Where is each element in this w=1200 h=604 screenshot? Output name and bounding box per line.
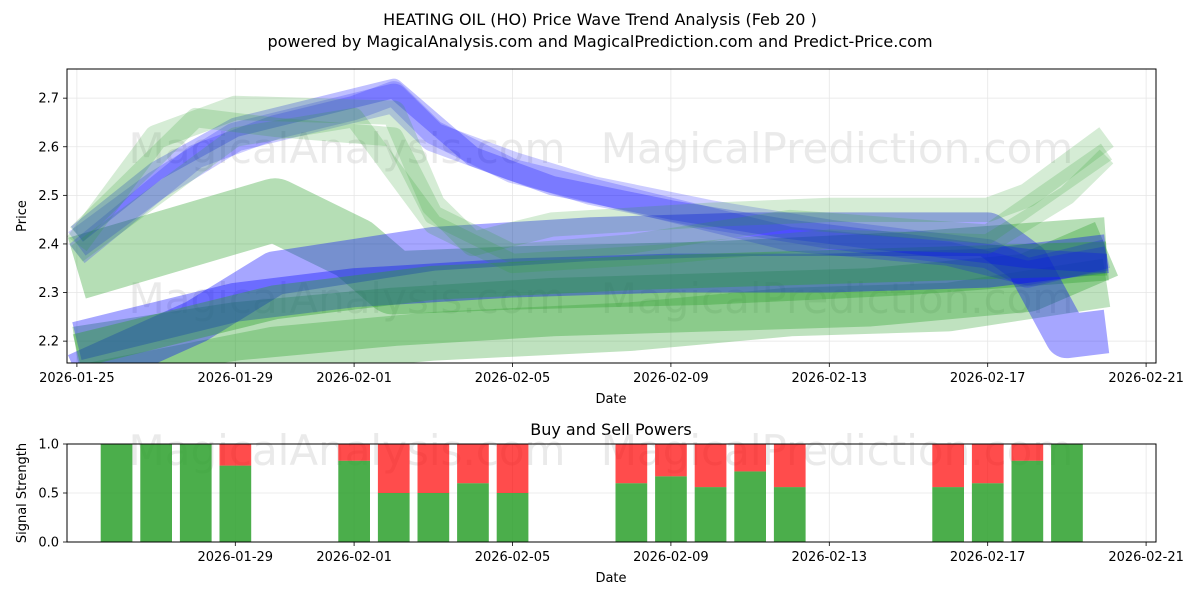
- buy-bar: [377, 493, 410, 542]
- price-band-green-lower: [72, 241, 1108, 363]
- price-ytick-label: 2.6: [38, 140, 59, 155]
- price-xtick-label: 2026-02-17: [950, 371, 1026, 386]
- signal-xtick-label: 2026-02-05: [475, 550, 551, 565]
- watermark-analysis: MagicalAnalysis.com: [129, 274, 566, 323]
- price-axes: 2026-01-25 2026-01-29 2026-02-01 2026-02-05…: [38, 92, 1184, 386]
- chart-subtitle: powered by MagicalAnalysis.com and Magic…: [267, 32, 932, 51]
- signal-title: Buy and Sell Powers: [530, 420, 692, 439]
- price-xtick-label: 2026-02-05: [475, 371, 551, 386]
- sell-bar: [734, 444, 766, 472]
- sell-bar: [971, 444, 1004, 484]
- signal-ytick-label: 1.0: [38, 438, 59, 453]
- price-band-green-wide-3: [86, 258, 1111, 363]
- signal-ytick-label: 0.0: [38, 536, 59, 551]
- price-band-green-upper-1: [67, 95, 1114, 257]
- signal-xtick-label: 2026-02-21: [1108, 550, 1184, 565]
- buy-bar: [417, 493, 450, 542]
- price-ylabel: Price: [15, 200, 30, 232]
- price-ytick-label: 2.4: [38, 237, 59, 252]
- buy-bar: [140, 444, 172, 542]
- buy-bar: [338, 460, 370, 542]
- sell-bar: [694, 444, 727, 488]
- price-watermarks: MagicalAnalysis.com MagicalPrediction.co…: [129, 124, 1074, 323]
- buy-bar: [1051, 444, 1083, 542]
- buy-bar: [219, 465, 252, 542]
- watermark-prediction: MagicalPrediction.com: [601, 274, 1074, 323]
- price-band-blue-upper-3: [70, 78, 1108, 274]
- price-xlabel: Date: [595, 392, 626, 407]
- price-plot-frame: [66, 68, 1157, 364]
- price-band-green-wide-1: [67, 178, 1109, 315]
- sell-bar: [773, 444, 806, 488]
- price-band-blue-upper-1: [68, 83, 1110, 288]
- signal-ytick-label: 0.5: [38, 487, 59, 502]
- price-band-blue-lower-2: [67, 212, 1110, 363]
- signal-xtick-label: 2026-02-09: [633, 550, 709, 565]
- buy-bar: [496, 493, 529, 542]
- price-band-green-upper-2: [70, 107, 1113, 264]
- price-band-blue-upper-2: [69, 81, 1109, 286]
- price-band-green-wide-2: [72, 222, 1118, 363]
- price-xtick-label: 2026-02-21: [1108, 371, 1184, 386]
- sell-bar: [338, 444, 370, 461]
- signal-xtick-label: 2026-02-17: [950, 550, 1026, 565]
- buy-bar: [179, 444, 212, 542]
- sell-bar: [1011, 444, 1044, 461]
- price-xtick-label: 2026-01-29: [198, 371, 274, 386]
- buy-bar: [734, 471, 766, 542]
- signal-watermarks: MagicalAnalysis.com MagicalPrediction.co…: [129, 426, 1074, 475]
- buy-bar: [932, 487, 964, 542]
- price-panel: MagicalAnalysis.com MagicalPrediction.co…: [15, 68, 1184, 407]
- signal-xlabel: Date: [595, 571, 626, 586]
- signal-axes: 2026-01-29 2026-02-01 2026-02-05 2026-02-09…: [38, 438, 1184, 566]
- price-bands: [67, 78, 1118, 363]
- price-xtick-label: 2026-02-01: [316, 371, 392, 386]
- buy-bar: [773, 487, 806, 542]
- price-xtick-label: 2026-02-09: [633, 371, 709, 386]
- sell-bar: [457, 444, 489, 484]
- sell-bar: [655, 444, 687, 477]
- watermark-prediction: MagicalPrediction.com: [601, 124, 1074, 173]
- price-ytick-label: 2.2: [38, 335, 59, 350]
- buy-bar: [655, 476, 687, 542]
- signal-panel: Buy and Sell Powers MagicalAnalysis.com …: [15, 420, 1184, 586]
- price-ytick-label: 2.3: [38, 286, 59, 301]
- buy-bar: [694, 487, 727, 542]
- watermark-analysis: MagicalAnalysis.com: [129, 124, 566, 173]
- sell-bar: [496, 444, 529, 493]
- price-ytick-label: 2.7: [38, 92, 59, 107]
- sell-bar: [219, 444, 252, 466]
- sell-bar: [932, 444, 964, 488]
- price-ytick-label: 2.5: [38, 189, 59, 204]
- buy-bar: [457, 483, 489, 542]
- signal-xtick-label: 2026-01-29: [198, 550, 274, 565]
- chart-title: HEATING OIL (HO) Price Wave Trend Analys…: [383, 10, 817, 29]
- signal-xtick-label: 2026-02-01: [316, 550, 392, 565]
- sell-bar: [377, 444, 410, 493]
- price-band-green-upper-3: [71, 107, 1114, 274]
- price-xtick-label: 2026-02-13: [792, 371, 868, 386]
- price-band-blue-lower-1: [72, 234, 1109, 360]
- buy-bar: [615, 483, 648, 542]
- price-xtick-label: 2026-01-25: [39, 371, 115, 386]
- sell-bar: [417, 444, 450, 493]
- signal-ylabel: Signal Strength: [15, 443, 30, 543]
- buy-bar: [100, 444, 133, 542]
- signal-bars: [100, 444, 1083, 542]
- sell-bar: [615, 444, 648, 484]
- signal-xtick-label: 2026-02-13: [792, 550, 868, 565]
- buy-bar: [971, 483, 1004, 542]
- price-grid: [67, 69, 1156, 363]
- buy-bar: [1011, 460, 1044, 542]
